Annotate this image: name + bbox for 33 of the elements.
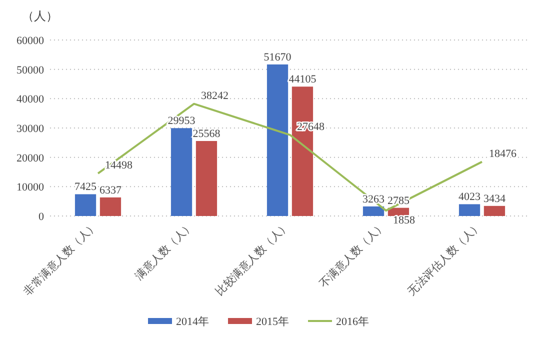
y-tick-label: 50000 bbox=[16, 64, 44, 76]
data-label: 18476 bbox=[489, 148, 517, 160]
data-label: 51670 bbox=[264, 51, 292, 64]
legend-label: 2015年 bbox=[256, 316, 289, 328]
bar bbox=[100, 197, 122, 216]
data-label: 38242 bbox=[201, 90, 228, 102]
data-label: 29953 bbox=[168, 115, 196, 128]
line-series bbox=[97, 102, 483, 212]
bar bbox=[458, 204, 480, 216]
data-label: 25568 bbox=[192, 128, 221, 140]
data-label: 6337 bbox=[99, 184, 122, 196]
x-tick-label: 比较满意人数（人） bbox=[212, 218, 292, 298]
data-label: 4023 bbox=[458, 191, 482, 204]
y-tick-label: 10000 bbox=[16, 182, 44, 194]
legend-label: 2016年 bbox=[336, 316, 369, 328]
bar bbox=[170, 128, 192, 216]
data-label: 44105 bbox=[288, 74, 317, 86]
bar bbox=[362, 206, 384, 216]
y-tick-label: 60000 bbox=[16, 35, 44, 47]
bar bbox=[196, 141, 218, 216]
legend-label: 2014年 bbox=[176, 316, 209, 328]
y-axis-title: （人） bbox=[22, 9, 58, 23]
bar bbox=[74, 194, 96, 216]
x-tick-label: 满意人数（人） bbox=[132, 218, 196, 283]
bar bbox=[266, 64, 288, 216]
x-tick-label: 不满意人数（人） bbox=[316, 218, 388, 290]
data-label: 3434 bbox=[483, 192, 506, 205]
y-tick-label: 40000 bbox=[16, 94, 44, 106]
bar bbox=[484, 206, 506, 216]
y-tick-label: 30000 bbox=[16, 123, 44, 135]
data-label: 1858 bbox=[393, 214, 416, 227]
y-tick-label: 20000 bbox=[16, 152, 44, 164]
data-label: 7425 bbox=[74, 181, 98, 194]
